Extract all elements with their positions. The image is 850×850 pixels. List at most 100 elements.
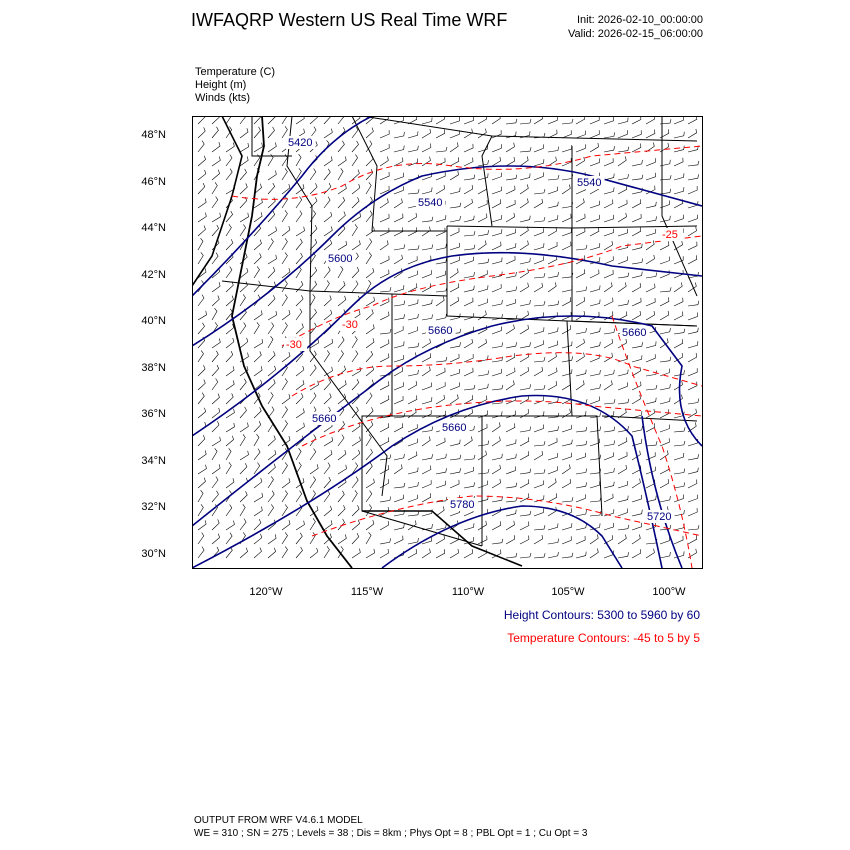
- wind-barb: [659, 175, 672, 181]
- wind-barb: [337, 281, 346, 293]
- wind-barb: [645, 272, 657, 279]
- height-contour-label-bg: [448, 498, 478, 511]
- wind-barb: [491, 229, 503, 237]
- wind-barb: [393, 367, 404, 377]
- wind-barb: [547, 381, 558, 391]
- wind-barb: [603, 380, 613, 391]
- height-contour-label: 5660: [312, 413, 336, 425]
- wind-barb: [295, 393, 304, 405]
- wind-barb: [309, 168, 317, 181]
- wind-barb: [267, 254, 277, 265]
- wind-barb: [575, 369, 587, 377]
- wind-barb: [253, 212, 263, 223]
- wind-barb: [449, 268, 459, 279]
- wind-barb: [449, 382, 460, 391]
- wind-barb: [435, 116, 445, 125]
- wind-barb: [379, 116, 389, 125]
- wind-barb: [407, 283, 418, 293]
- wind-barb: [589, 227, 600, 237]
- wind-barb: [267, 226, 277, 237]
- wind-barb: [561, 272, 574, 279]
- height-contours: [192, 116, 702, 568]
- wind-barb: [645, 201, 657, 209]
- wind-barb: [309, 532, 316, 545]
- wind-barb: [267, 406, 275, 419]
- wind-barb: [673, 394, 683, 405]
- wind-barb: [561, 356, 573, 363]
- wind-barb: [407, 494, 418, 503]
- wind-barb: [435, 394, 445, 405]
- wind-barb: [225, 142, 235, 153]
- wind-barb: [519, 268, 529, 279]
- wind-barb: [323, 182, 332, 195]
- wind-barb: [617, 272, 630, 279]
- wind-barb: [225, 224, 232, 237]
- wind-barb: [351, 126, 359, 139]
- wind-barb: [603, 158, 614, 167]
- wind-barb: [491, 156, 501, 167]
- wind-barb: [421, 397, 433, 405]
- wind-barb: [239, 406, 247, 419]
- wind-barb: [393, 341, 405, 349]
- wind-barb: [603, 338, 613, 349]
- wind-barb: [561, 536, 572, 545]
- wind-barb: [631, 213, 642, 223]
- wind-barb: [281, 310, 291, 321]
- wind-barb: [547, 272, 559, 279]
- wind-barb: [295, 184, 305, 195]
- wind-barb: [281, 352, 291, 363]
- wind-barb: [505, 212, 515, 223]
- wind-barb: [295, 295, 304, 307]
- wind-barb: [547, 538, 559, 545]
- wind-barb: [477, 440, 490, 447]
- wind-barb: [659, 536, 670, 545]
- wind-barb: [253, 142, 263, 153]
- wind-barb: [645, 495, 657, 503]
- wind-barb: [211, 169, 220, 181]
- wind-barb: [575, 244, 588, 251]
- wind-barb: [589, 548, 599, 559]
- wind-barb: [463, 143, 474, 153]
- wind-barb: [589, 481, 601, 489]
- wind-barb: [421, 187, 433, 195]
- wind-barb: [575, 198, 585, 209]
- wind-barb: [631, 243, 643, 251]
- wind-barb: [491, 436, 501, 447]
- wind-barb: [603, 297, 614, 307]
- wind-barb: [379, 130, 390, 139]
- wind-barb: [575, 399, 588, 405]
- wind-barb: [631, 116, 642, 125]
- wind-barb: [337, 518, 345, 531]
- wind-barb: [547, 412, 560, 419]
- wind-barb: [547, 146, 559, 153]
- wind-barb: [449, 170, 459, 181]
- wind-barb: [687, 341, 699, 349]
- wind-barb: [673, 494, 684, 503]
- wind-barb: [561, 118, 574, 125]
- wind-barb: [505, 286, 517, 293]
- wind-barb: [645, 185, 656, 195]
- wind-barb: [617, 369, 629, 377]
- wind-barb: [197, 116, 206, 125]
- wind-barb: [673, 328, 686, 335]
- wind-barb: [575, 509, 587, 517]
- wind-barb: [505, 353, 516, 363]
- wind-barb: [673, 535, 684, 545]
- wind-barb: [491, 453, 503, 461]
- wind-barb: [379, 423, 390, 433]
- wind-barb: [463, 549, 474, 559]
- wind-barb: [365, 324, 375, 335]
- wind-barb: [267, 322, 275, 335]
- wind-barb: [491, 399, 504, 405]
- wind-barb: [519, 384, 531, 391]
- wind-barb: [687, 174, 699, 181]
- wind-barb: [393, 198, 403, 209]
- wind-barb: [687, 494, 698, 503]
- wind-barb: [589, 327, 601, 335]
- wind-barb: [407, 227, 418, 237]
- wind-barb: [603, 440, 615, 447]
- wind-barb: [631, 174, 644, 181]
- wind-barb: [211, 252, 219, 265]
- wind-barb: [505, 509, 517, 517]
- wind-barb: [365, 392, 373, 405]
